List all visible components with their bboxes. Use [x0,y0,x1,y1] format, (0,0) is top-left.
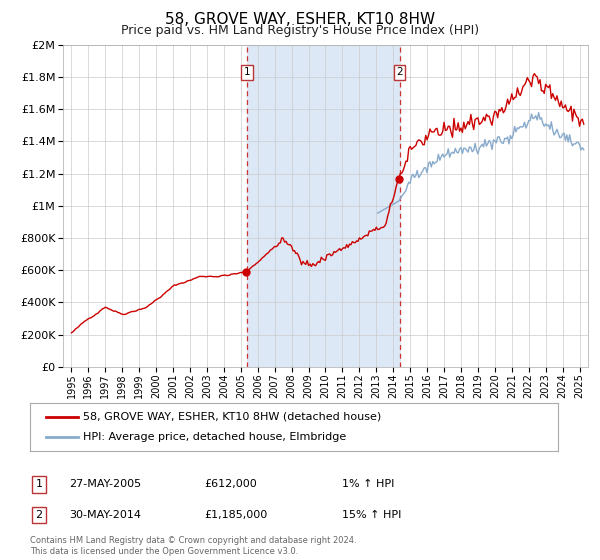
Text: 27-MAY-2005: 27-MAY-2005 [69,479,141,489]
Text: HPI: Average price, detached house, Elmbridge: HPI: Average price, detached house, Elmb… [83,432,346,442]
Text: 58, GROVE WAY, ESHER, KT10 8HW (detached house): 58, GROVE WAY, ESHER, KT10 8HW (detached… [83,412,381,422]
Bar [247,45,400,367]
Text: 2: 2 [396,67,403,77]
Text: £612,000: £612,000 [204,479,257,489]
Text: 1: 1 [244,67,250,77]
Text: 2: 2 [35,510,43,520]
Text: £1,185,000: £1,185,000 [204,510,267,520]
Text: 58, GROVE WAY, ESHER, KT10 8HW: 58, GROVE WAY, ESHER, KT10 8HW [165,12,435,27]
Text: Price paid vs. HM Land Registry's House Price Index (HPI): Price paid vs. HM Land Registry's House … [121,24,479,36]
Text: 30-MAY-2014: 30-MAY-2014 [69,510,141,520]
Text: 1% ↑ HPI: 1% ↑ HPI [342,479,394,489]
Text: 15% ↑ HPI: 15% ↑ HPI [342,510,401,520]
Text: Contains HM Land Registry data © Crown copyright and database right 2024.
This d: Contains HM Land Registry data © Crown c… [30,536,356,556]
Text: 1: 1 [35,479,43,489]
